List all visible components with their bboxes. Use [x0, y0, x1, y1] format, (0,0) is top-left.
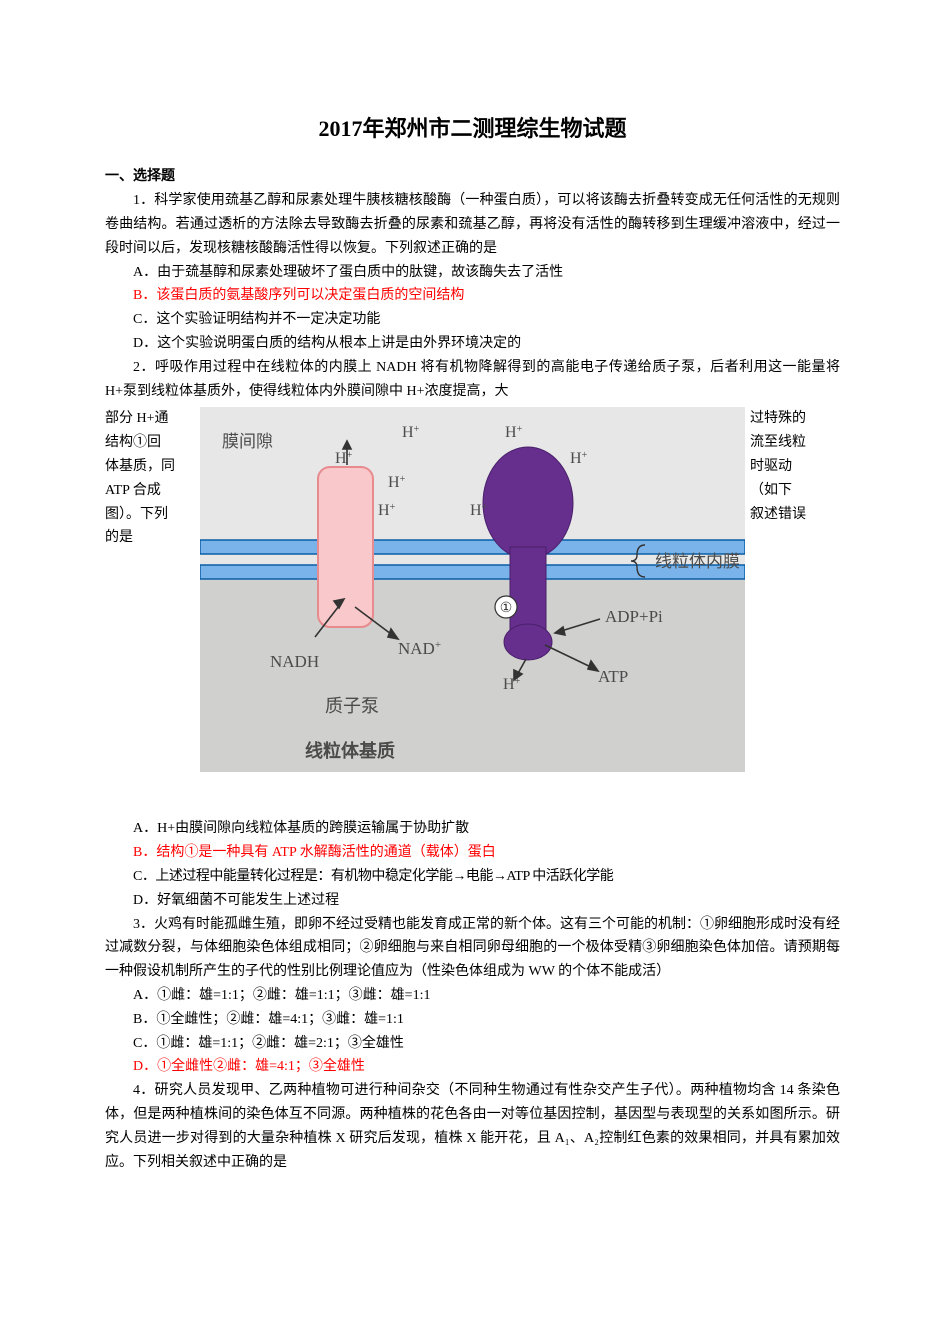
- q2-option-d: D．好氧细菌不可能发生上述过程: [105, 889, 840, 913]
- q3-option-b: B．①全雌性；②雌：雄=4:1；③雌：雄=1:1: [105, 1008, 840, 1032]
- q1-option-d: D．这个实验说明蛋白质的结构从根本上讲是由外界环境决定的: [105, 332, 840, 356]
- label-circle-1: ①: [500, 601, 513, 616]
- q3-option-a: A．①雌：雄=1:1；②雌：雄=1:1；③雌：雄=1:1: [105, 984, 840, 1008]
- q2-option-b: B．结构①是一种具有 ATP 水解酶活性的通道（载体）蛋白: [105, 841, 840, 865]
- q3-option-c: C．①雌：雄=1:1；②雌：雄=2:1；③全雄性: [105, 1032, 840, 1056]
- mitochondria-diagram: ① H+ H+ H+ H+ H+ H+ H+ H+: [200, 407, 745, 772]
- label-matrix: 线粒体基质: [305, 740, 395, 761]
- wrap-text: 时驱动: [750, 455, 840, 479]
- wrap-text: 体基质，同: [105, 455, 195, 479]
- q3-stem: 3．火鸡有时能孤雌生殖，即卵不经过受精也能发育成正常的新个体。这有三个可能的机制…: [105, 913, 840, 984]
- wrap-text: （如下: [750, 479, 840, 503]
- wrap-text: 部分 H+通: [105, 407, 195, 431]
- wrap-text: 结构①回: [105, 431, 195, 455]
- q1-option-a: A．由于巯基醇和尿素处理破坏了蛋白质中的肽键，故该酶失去了活性: [105, 261, 840, 285]
- q1-option-c: C．这个实验证明结构并不一定决定功能: [105, 308, 840, 332]
- q2-wrap-right: 过特殊的 流至线粒 时驱动 （如下 叙述错误: [750, 407, 840, 526]
- wrap-text: 图）。下列: [105, 503, 195, 527]
- label-nadh: NADH: [270, 652, 319, 671]
- label-atp: ATP: [598, 667, 628, 686]
- q2-option-c: C．上述过程中能量转化过程是：有机物中稳定化学能→电能→ATP 中活跃化学能: [105, 865, 840, 889]
- label-proton-pump: 质子泵: [325, 696, 379, 716]
- wrap-text: 流至线粒: [750, 431, 840, 455]
- svg-text:NAD+: NAD+: [398, 639, 441, 658]
- wrap-text: 过特殊的: [750, 407, 840, 431]
- label-nad: NAD: [398, 639, 435, 658]
- label-inner-membrane: 线粒体内膜: [655, 552, 740, 571]
- q2-option-a: A．H+由膜间隙向线粒体基质的跨膜运输属于协助扩散: [105, 817, 840, 841]
- label-adp-pi: ADP+Pi: [605, 607, 663, 626]
- q2-diagram-block: 部分 H+通 结构①回 体基质，同 ATP 合成 图）。下列 的是 过特殊的 流…: [105, 407, 840, 777]
- wrap-text: ATP 合成: [105, 479, 195, 503]
- q4-stem: 4．研究人员发现甲、乙两种植物可进行种间杂交（不同种生物通过有性杂交产生子代）。…: [105, 1079, 840, 1174]
- q1-option-b: B．该蛋白质的氨基酸序列可以决定蛋白质的空间结构: [105, 284, 840, 308]
- q2-stem: 2．呼吸作用过程中在线粒体的内膜上 NADH 将有机物降解得到的高能电子传递给质…: [105, 356, 840, 404]
- section-heading: 一、选择题: [105, 165, 840, 189]
- label-intermembrane: 膜间隙: [222, 432, 273, 451]
- wrap-text: 的是: [105, 526, 195, 550]
- q1-stem: 1．科学家使用巯基乙醇和尿素处理牛胰核糖核酸酶（一种蛋白质），可以将该酶去折叠转…: [105, 189, 840, 260]
- page-title: 2017年郑州市二测理综生物试题: [105, 110, 840, 147]
- q2-wrap-left: 部分 H+通 结构①回 体基质，同 ATP 合成 图）。下列 的是: [105, 407, 195, 550]
- q3-option-d: D．①全雌性②雌：雄=4:1；③全雄性: [105, 1055, 840, 1079]
- wrap-text: 叙述错误: [750, 503, 840, 527]
